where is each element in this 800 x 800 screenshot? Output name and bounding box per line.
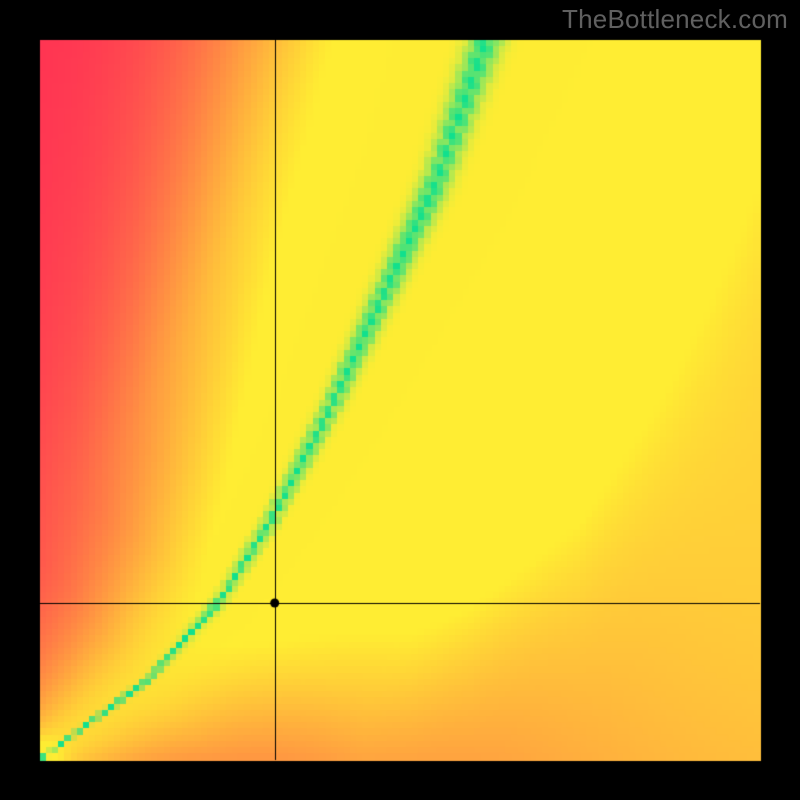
bottleneck-heatmap	[0, 0, 800, 800]
watermark-text: TheBottleneck.com	[562, 4, 788, 35]
